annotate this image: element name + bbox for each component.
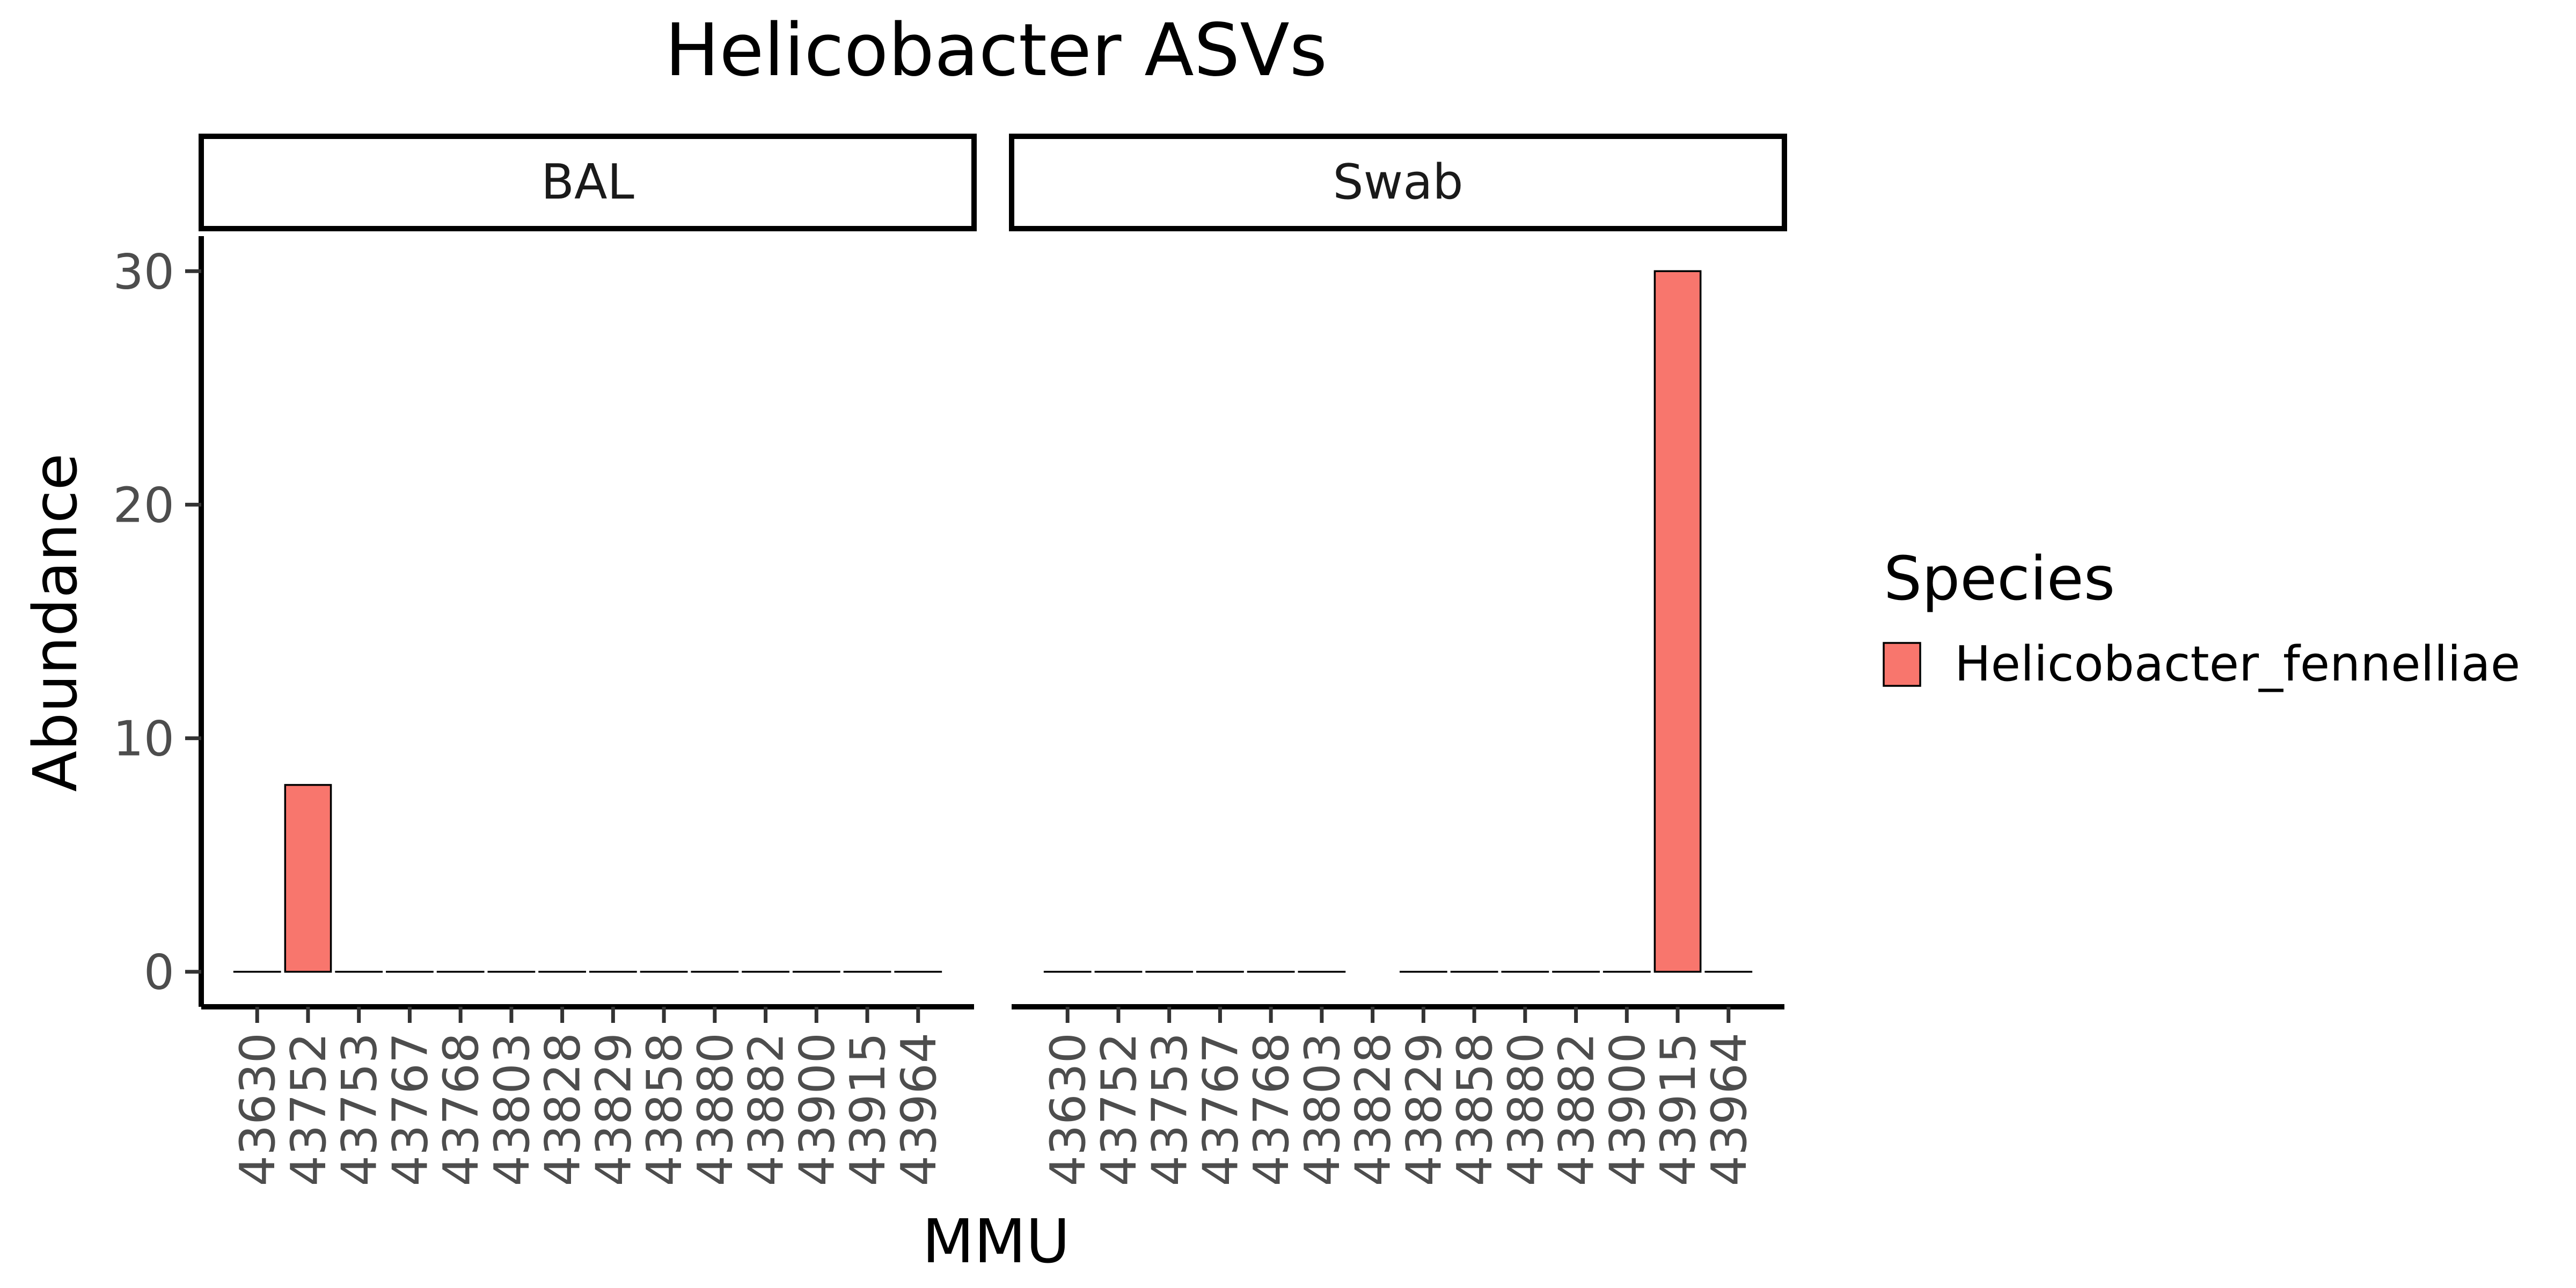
x-tick-label: 43915 (840, 1033, 896, 1186)
x-tick-label: 43828 (535, 1033, 591, 1186)
facet-strip-label: Swab (1333, 154, 1463, 210)
x-tick-label: 43900 (789, 1033, 845, 1186)
x-tick-label: 43752 (1091, 1033, 1147, 1186)
facet-strip (199, 134, 977, 231)
facet-strip (1009, 134, 1787, 231)
x-tick-label: 43882 (1549, 1033, 1605, 1186)
bar-group (233, 784, 942, 973)
x-tick-label: 43753 (332, 1033, 388, 1186)
x-tick-label: 43752 (281, 1033, 337, 1186)
bar-group (1043, 270, 1753, 973)
x-tick-label: 43829 (586, 1033, 642, 1186)
x-tick-label: 43882 (738, 1033, 795, 1186)
legend-title: Species (1884, 544, 2115, 614)
x-tick-label: 43768 (433, 1033, 489, 1186)
x-tick-label: 43858 (636, 1033, 693, 1186)
x-axis-title: MMU (922, 1207, 1070, 1277)
x-tick-label: 43964 (1701, 1033, 1758, 1186)
y-axis-title: Abundance (21, 453, 91, 792)
x-tick-label: 43803 (1294, 1033, 1351, 1186)
x-tick-label: 43828 (1345, 1033, 1402, 1186)
facet-strip-label: BAL (541, 154, 634, 210)
x-tick-label: 43767 (382, 1033, 438, 1186)
x-tick-label: 43630 (230, 1033, 286, 1186)
x-tick-label: 43880 (1498, 1033, 1554, 1186)
bar-bal-43752 (284, 784, 332, 973)
legend: Species Helicobacter_fennelliae (1883, 544, 2520, 692)
x-tick-label: 43753 (1142, 1033, 1198, 1186)
y-tick-label: 20 (113, 477, 174, 533)
y-tick-label: 0 (144, 945, 174, 1001)
x-tick-label: 43767 (1192, 1033, 1249, 1186)
x-tick-label: 43803 (484, 1033, 540, 1186)
facet-panel-swab: Swab436304375243753437674376843803438284… (1009, 134, 1787, 1186)
x-tick-label: 43829 (1396, 1033, 1452, 1186)
facet-panel-bal: BAL4363043752437534376743768438034382843… (113, 134, 977, 1186)
x-tick-label: 43858 (1447, 1033, 1503, 1186)
x-tick-label: 43768 (1243, 1033, 1300, 1186)
legend-key (1883, 642, 1921, 687)
facet-panels: BAL4363043752437534376743768438034382843… (113, 134, 1787, 1186)
x-tick-label: 43880 (687, 1033, 744, 1186)
chart-title: Helicobacter ASVs (665, 8, 1327, 92)
y-tick-label: 30 (113, 244, 174, 300)
x-tick-label: 43915 (1650, 1033, 1707, 1186)
x-tick-label: 43964 (891, 1033, 947, 1186)
x-tick-label: 43900 (1599, 1033, 1656, 1186)
legend-label: Helicobacter_fennelliae (1955, 636, 2520, 692)
bar-swab-43915 (1653, 270, 1702, 973)
y-tick-label: 10 (113, 711, 174, 767)
x-tick-label: 43630 (1040, 1033, 1096, 1186)
